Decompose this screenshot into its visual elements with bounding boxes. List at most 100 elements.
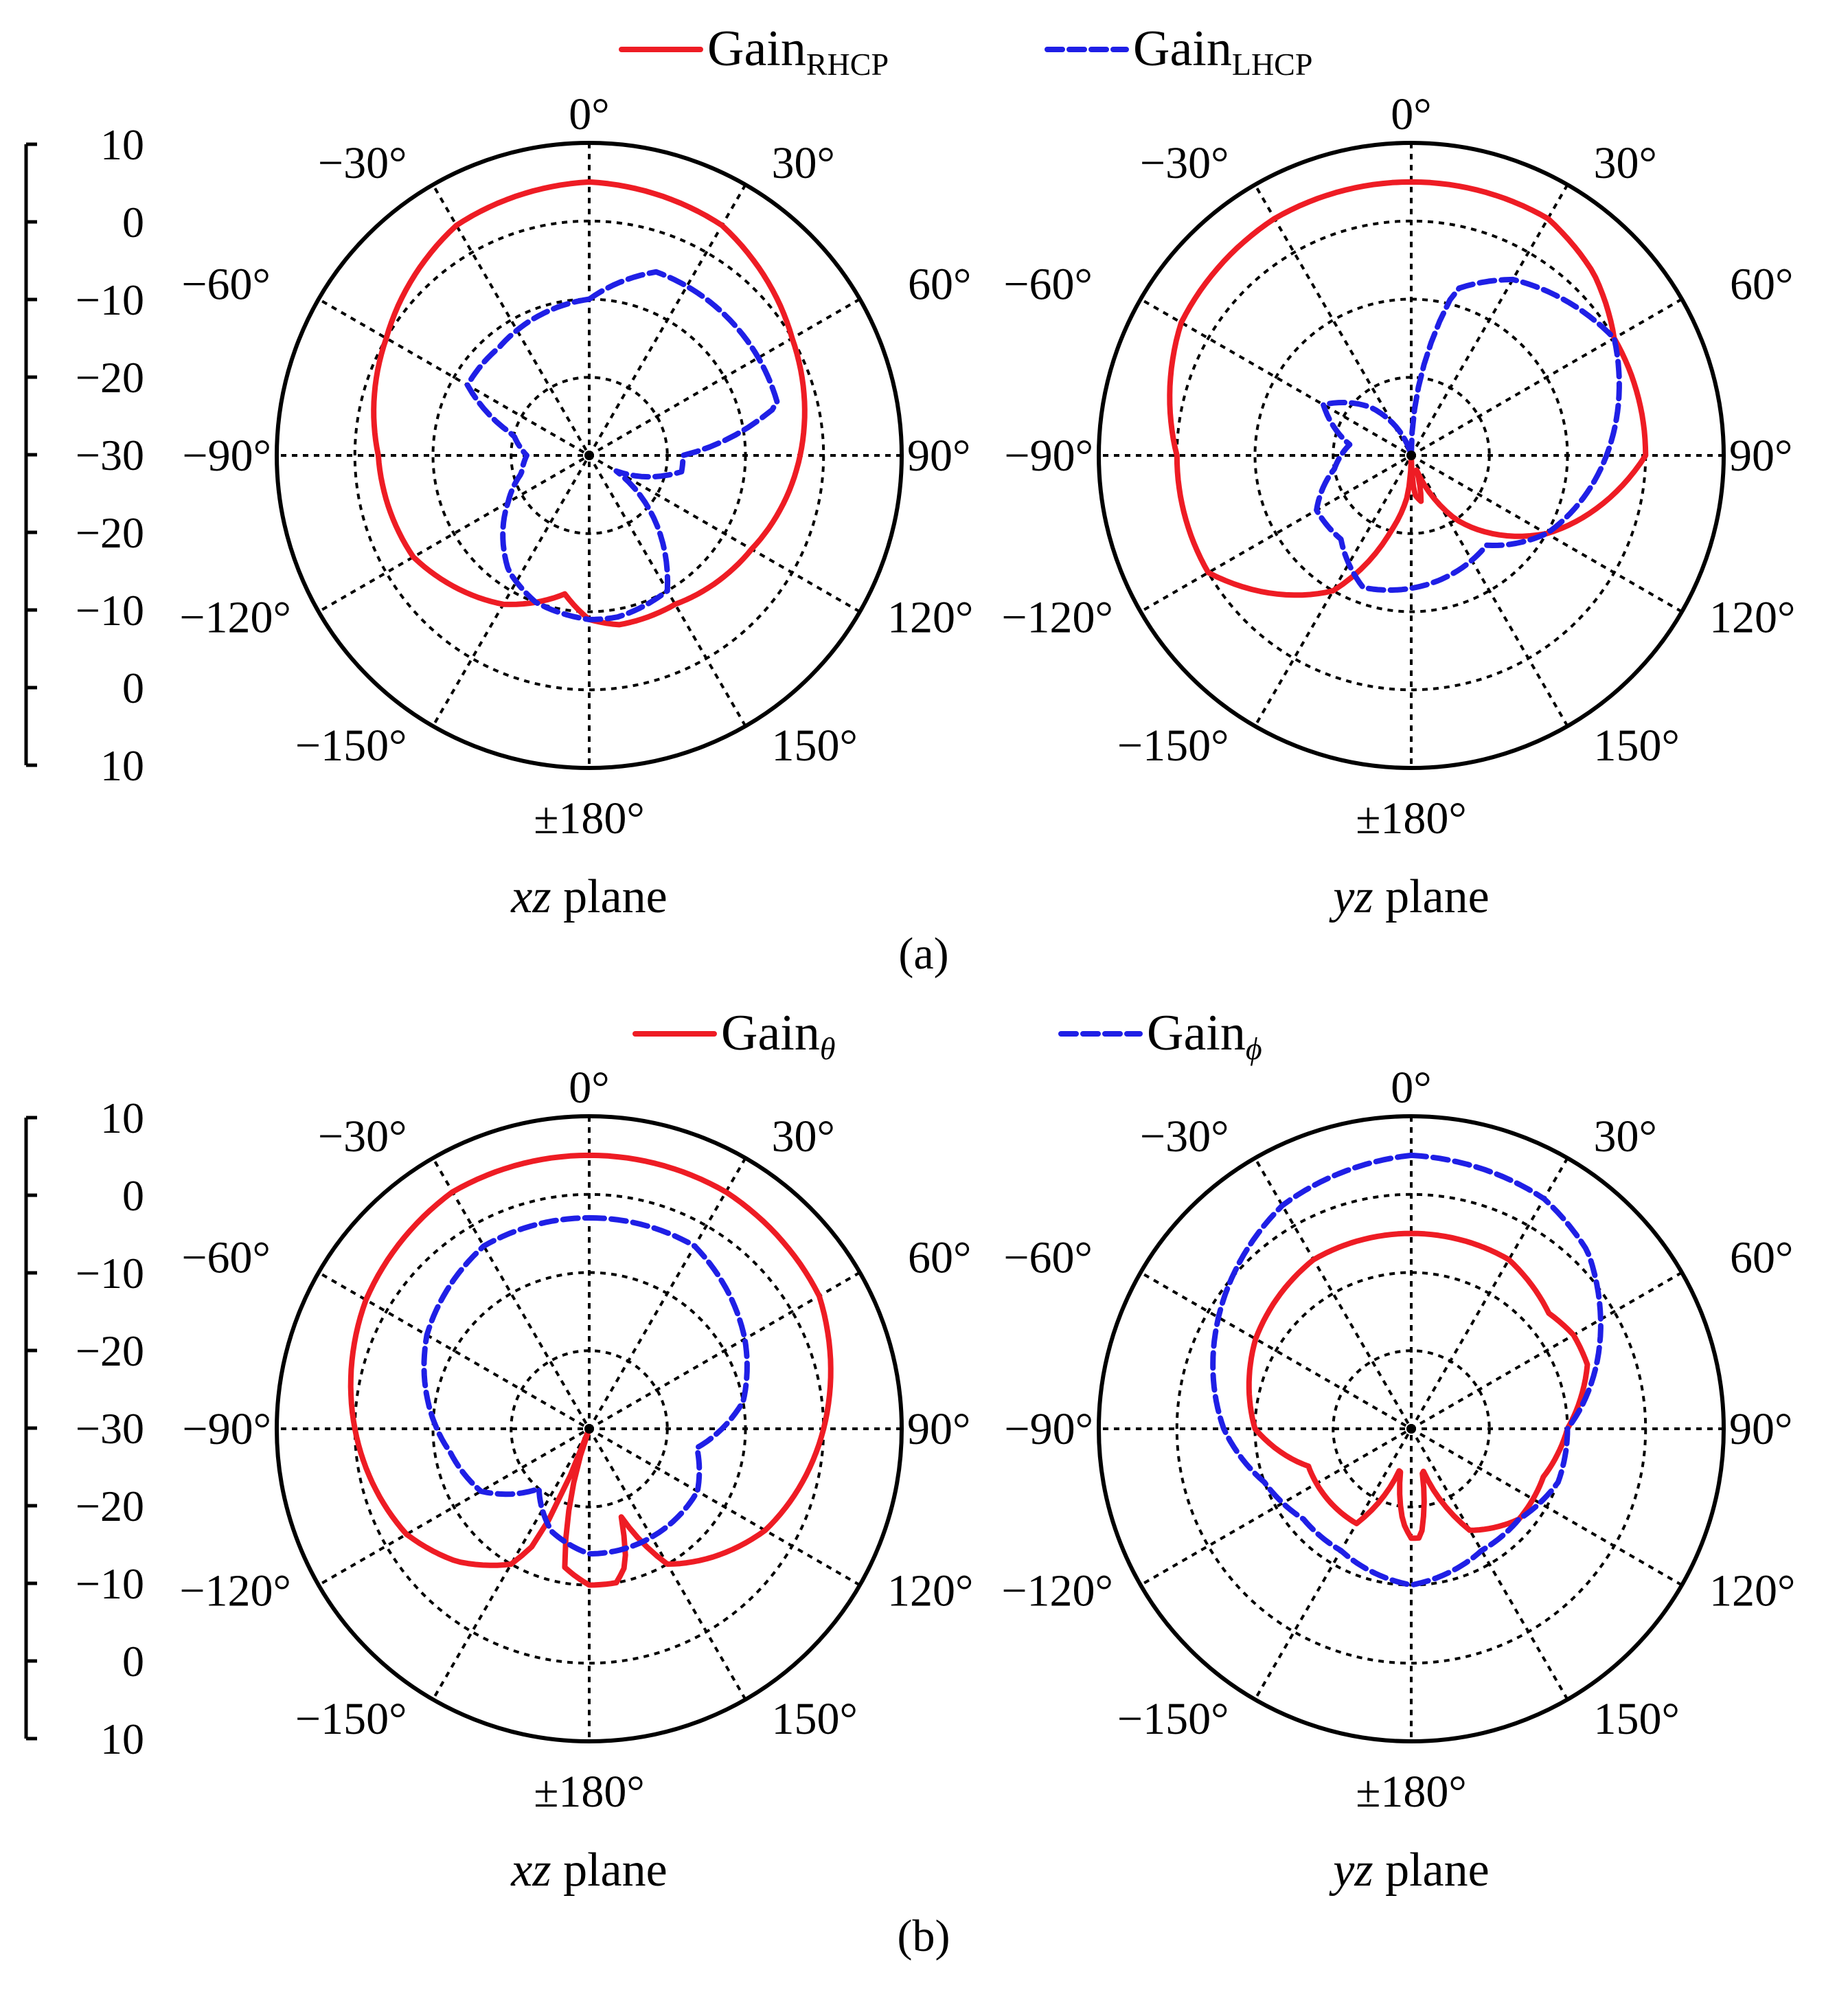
angle-tick-label: 0° xyxy=(569,89,609,139)
angle-tick-label: 90° xyxy=(907,431,970,481)
angle-tick-label: 120° xyxy=(887,1566,973,1616)
scale-tick-label: −10 xyxy=(76,1559,144,1608)
polar-plot-a-xz: 0° 30° 60° 90° 120° 150° ±180° −150° −120° −90° −6… xyxy=(179,89,973,923)
outer-circle xyxy=(1097,1114,1726,1743)
angle-tick-label: −30° xyxy=(1140,1111,1229,1162)
angle-tick-label: −60° xyxy=(181,260,271,310)
scale-tick-label: −30 xyxy=(76,431,144,479)
angle-tick-label: −150° xyxy=(1117,1694,1229,1744)
angle-tick-label: 30° xyxy=(1594,138,1657,188)
angle-tick-label: −60° xyxy=(1003,1233,1093,1283)
panel-a-label: (a) xyxy=(898,929,948,979)
origin-dot xyxy=(1406,1424,1416,1434)
angle-tick-label: −60° xyxy=(181,1233,271,1283)
scale-tick-label: −20 xyxy=(76,353,144,402)
scale-tick-label: 0 xyxy=(122,664,144,712)
legend-a-dashed-label: GainLHCP xyxy=(1133,21,1312,82)
legend-a: GainRHCP GainLHCP xyxy=(619,21,1312,82)
scale-tick-label: 10 xyxy=(100,120,144,169)
angle-tick-label: 0° xyxy=(1391,89,1431,139)
angle-tick-label: ±180° xyxy=(534,1767,645,1817)
angle-tick-label: 0° xyxy=(1391,1063,1431,1113)
scale-tick-label: 10 xyxy=(100,1094,144,1142)
scale-tick-label: 10 xyxy=(100,741,144,790)
angle-tick-label: 120° xyxy=(887,593,973,643)
scale-tick-label: −20 xyxy=(76,1326,144,1375)
polar-plot-b-yz: 0° 30° 60° 90° 120° 150° ±180° −150° −120° −90° −6… xyxy=(1001,1063,1795,1897)
scale-tick-label: 0 xyxy=(122,1171,144,1220)
scale-tick-label: −10 xyxy=(76,1249,144,1298)
origin-dot xyxy=(584,1424,594,1434)
angle-tick-label: ±180° xyxy=(534,793,645,844)
polar-plot-b-xz: 0° 30° 60° 90° 120° 150° ±180° −150° −120° −90° −6… xyxy=(179,1063,973,1897)
angle-tick-label: 90° xyxy=(1729,431,1792,481)
angle-tick-label: −90° xyxy=(182,431,271,481)
angle-tick-label: −120° xyxy=(179,593,291,643)
series-dashed-curve xyxy=(1210,1152,1604,1588)
angle-tick-label: −150° xyxy=(1117,721,1229,771)
outer-circle xyxy=(275,1114,904,1743)
scale-tick-label: −20 xyxy=(76,508,144,557)
angle-tick-label: ±180° xyxy=(1356,793,1467,844)
angle-tick-label: 30° xyxy=(1594,1111,1657,1162)
scale-tick-label: 10 xyxy=(100,1715,144,1763)
angle-tick-label: −150° xyxy=(295,721,407,771)
panel-b-label: (b) xyxy=(898,1911,950,1961)
angle-tick-label: 150° xyxy=(1594,721,1680,771)
outer-circle xyxy=(275,141,904,770)
angle-tick-label: −120° xyxy=(1001,1566,1113,1616)
scale-tick-label: −20 xyxy=(76,1482,144,1530)
angle-tick-label: 60° xyxy=(908,260,971,310)
angle-tick-label: −90° xyxy=(1004,431,1093,481)
angle-tick-label: 150° xyxy=(1594,1694,1680,1744)
angle-tick-label: −30° xyxy=(1140,138,1229,188)
angle-tick-label: 150° xyxy=(772,721,858,771)
scale-tick-label: 0 xyxy=(122,1637,144,1686)
angle-tick-label: −90° xyxy=(1004,1404,1093,1454)
scale-tick-label: −10 xyxy=(76,275,144,324)
scale-tick-label: −10 xyxy=(76,586,144,635)
series-solid-curve xyxy=(1246,1230,1590,1541)
angle-tick-label: 90° xyxy=(907,1404,970,1454)
angle-tick-label: 0° xyxy=(569,1063,609,1113)
plane-title: yz plane xyxy=(1329,1844,1489,1897)
angle-tick-label: 120° xyxy=(1709,1566,1795,1616)
plane-title: yz plane xyxy=(1329,870,1489,923)
series-dashed-curve xyxy=(464,269,780,622)
angle-tick-label: −30° xyxy=(318,1111,407,1162)
legend-b-dashed-label: Gainϕ xyxy=(1147,1005,1262,1066)
angle-tick-label: −150° xyxy=(295,1694,407,1744)
polar-plot-a-yz: 0° 30° 60° 90° 120° 150° ±180° −150° −120° −90° −6… xyxy=(1001,89,1795,923)
angle-tick-label: −120° xyxy=(1001,593,1113,643)
series-dashed-curve xyxy=(421,1214,750,1557)
angle-tick-label: 150° xyxy=(772,1694,858,1744)
panel-a: GainRHCP GainLHCP 10 0 −10 −20 −30 −20 −10 010 … xyxy=(24,21,1795,979)
scale-tick-label: −30 xyxy=(76,1404,144,1453)
angle-tick-label: 30° xyxy=(772,1111,835,1162)
panel-b: Gainθ Gainϕ 10 0 −10 −20 −30 −20 −10 0 10 0° 30° 6… xyxy=(24,1005,1795,1961)
radial-scale-a: 10 0 −10 −20 −30 −20 −10 0 10 xyxy=(24,120,144,790)
series-solid-curve xyxy=(371,179,808,628)
angle-tick-label: 90° xyxy=(1729,1404,1792,1454)
origin-dot xyxy=(1406,451,1416,460)
radial-scale-b: 10 0 −10 −20 −30 −20 −10 0 10 xyxy=(24,1094,144,1763)
legend-b: Gainθ Gainϕ xyxy=(632,1005,1262,1066)
angle-tick-label: 60° xyxy=(1730,1233,1793,1283)
outer-circle xyxy=(1097,141,1726,770)
angle-tick-label: −120° xyxy=(179,1566,291,1616)
angle-tick-label: 30° xyxy=(772,138,835,188)
angle-tick-label: −90° xyxy=(182,1404,271,1454)
legend-b-solid-label: Gainθ xyxy=(721,1005,835,1066)
angle-tick-label: −60° xyxy=(1003,260,1093,310)
legend-a-solid-label: GainRHCP xyxy=(707,21,889,82)
plane-title: xz plane xyxy=(510,1844,667,1897)
angle-tick-label: ±180° xyxy=(1356,1767,1467,1817)
plane-title: xz plane xyxy=(510,870,667,923)
angle-tick-label: 120° xyxy=(1709,593,1795,643)
scale-tick-label: 0 xyxy=(122,198,144,247)
angle-tick-label: 60° xyxy=(1730,260,1793,310)
origin-dot xyxy=(584,451,594,460)
series-solid-curve xyxy=(347,1152,834,1588)
series-dashed-curve xyxy=(1314,276,1622,593)
